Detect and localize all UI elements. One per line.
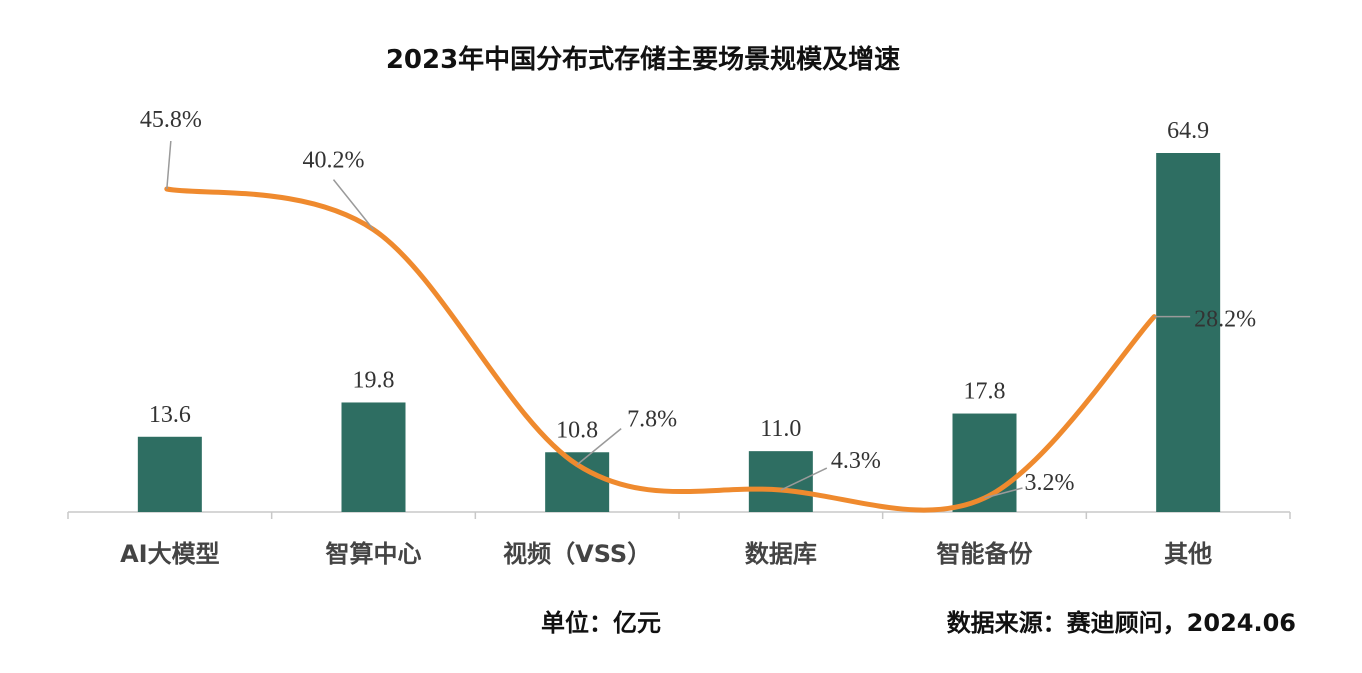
unit-note: 单位：亿元	[541, 609, 661, 637]
x-axis: AI大模型 智算中心 视频（VSS） 数据库 智能备份 其他	[67, 511, 1291, 568]
bar	[748, 451, 813, 512]
bar-value-label: 11.0	[760, 416, 801, 442]
growth-value-label: 3.2%	[1025, 470, 1075, 496]
growth-value-label: 40.2%	[303, 148, 365, 174]
source-note: 数据来源：赛迪顾问，2024.06	[947, 609, 1296, 637]
x-tick-label: 视频（VSS）	[503, 540, 651, 568]
bar-value-label: 19.8	[353, 367, 395, 393]
x-tick-label: 智算中心	[326, 540, 422, 568]
growth-leader-line	[576, 428, 622, 466]
x-tick-label: 其他	[1164, 540, 1212, 568]
bar-value-label: 64.9	[1167, 118, 1209, 144]
bar	[137, 436, 202, 512]
growth-leader-line	[780, 467, 828, 491]
data-labels: 13.6 19.8 10.8 11.0 17.8 64.9 45.8% 40.2% 7.8% 4.…	[140, 107, 1256, 499]
bar	[545, 452, 610, 512]
bar-value-label: 13.6	[149, 402, 191, 428]
x-tick-label: 智能备份	[937, 540, 1034, 568]
bar	[341, 402, 406, 512]
growth-line-series	[164, 186, 1157, 513]
x-tick-label: AI大模型	[120, 540, 220, 568]
growth-leader-line	[984, 487, 1023, 499]
x-tick-label: 数据库	[745, 540, 817, 568]
bar-value-label: 17.8	[964, 379, 1006, 405]
growth-leader-line	[166, 140, 172, 190]
growth-value-label: 7.8%	[627, 407, 677, 433]
bar	[1156, 153, 1221, 512]
growth-value-label: 4.3%	[831, 448, 881, 474]
chart-title: 2023年中国分布式存储主要场景规模及增速	[386, 44, 900, 75]
growth-leader-line	[332, 179, 375, 231]
growth-line	[164, 186, 1157, 513]
growth-value-label: 28.2%	[1194, 307, 1256, 333]
growth-value-label: 45.8%	[140, 107, 202, 133]
bar-value-label: 10.8	[556, 417, 598, 443]
bar-series	[137, 153, 1221, 512]
